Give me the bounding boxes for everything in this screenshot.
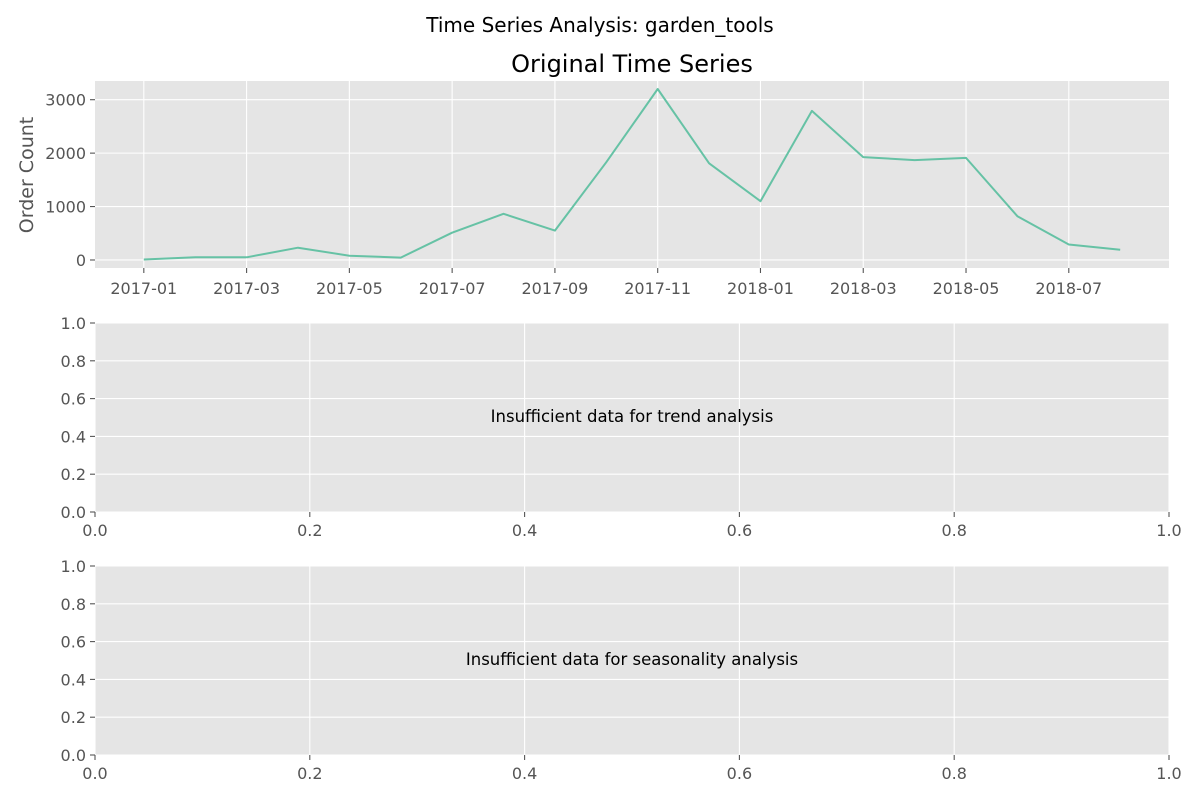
seasonality-ytick-label: 1.0 bbox=[61, 557, 86, 576]
seasonality-ytick-label: 0.0 bbox=[61, 746, 86, 765]
original-series-xtick-label: 2018-03 bbox=[830, 279, 897, 298]
original-series-xtick-label: 2017-05 bbox=[316, 279, 383, 298]
original-series-xtick-label: 2017-01 bbox=[110, 279, 177, 298]
trend-xtick-label: 0.8 bbox=[941, 521, 966, 540]
seasonality-ytick-label: 0.4 bbox=[61, 670, 86, 689]
original-series-ytick-label: 0 bbox=[76, 251, 86, 270]
original-series-line bbox=[143, 88, 1121, 261]
original-series-xtick-label: 2017-03 bbox=[213, 279, 280, 298]
trend-insufficient-message: Insufficient data for trend analysis bbox=[491, 407, 774, 426]
seasonality-panel: Insufficient data for seasonality analys… bbox=[61, 557, 1182, 783]
original-series-xtick-label: 2018-07 bbox=[1035, 279, 1102, 298]
original-series-xtick-label: 2017-07 bbox=[419, 279, 486, 298]
figure-suptitle: Time Series Analysis: garden_tools bbox=[425, 13, 773, 37]
trend-ytick-label: 0.6 bbox=[61, 390, 86, 409]
trend-xtick-label: 0.6 bbox=[727, 521, 752, 540]
seasonality-xtick-label: 0.2 bbox=[297, 764, 322, 783]
trend-xtick-label: 0.4 bbox=[512, 521, 537, 540]
original-series-ylabel: Order Count bbox=[16, 117, 38, 233]
trend-xtick-label: 0.0 bbox=[82, 521, 107, 540]
seasonality-ytick-label: 0.2 bbox=[61, 708, 86, 727]
original-series-title: Original Time Series bbox=[511, 50, 753, 78]
seasonality-xtick-label: 0.0 bbox=[82, 764, 107, 783]
trend-ytick-label: 1.0 bbox=[61, 314, 86, 333]
seasonality-xtick-label: 1.0 bbox=[1156, 764, 1181, 783]
trend-ytick-label: 0.4 bbox=[61, 427, 86, 446]
trend-plot-area bbox=[95, 323, 1169, 512]
trend-xtick-label: 0.2 bbox=[297, 521, 322, 540]
original-series-ytick-label: 3000 bbox=[45, 91, 86, 110]
seasonality-ytick-label: 0.8 bbox=[61, 595, 86, 614]
original-series-xtick-label: 2017-11 bbox=[624, 279, 691, 298]
original-series-ytick-label: 2000 bbox=[45, 144, 86, 163]
original-series-xtick-label: 2017-09 bbox=[521, 279, 588, 298]
seasonality-xtick-label: 0.6 bbox=[727, 764, 752, 783]
seasonality-xtick-label: 0.8 bbox=[941, 764, 966, 783]
trend-ytick-label: 0.8 bbox=[61, 352, 86, 371]
seasonality-plot-area bbox=[95, 566, 1169, 755]
original-series-plot-area bbox=[95, 81, 1169, 268]
original-series-ytick-label: 1000 bbox=[45, 198, 86, 217]
seasonality-xtick-label: 0.4 bbox=[512, 764, 537, 783]
original-series-xtick-label: 2018-01 bbox=[727, 279, 794, 298]
seasonality-ytick-label: 0.6 bbox=[61, 633, 86, 652]
trend-ytick-label: 0.2 bbox=[61, 465, 86, 484]
trend-panel: Insufficient data for trend analysis 0.0… bbox=[61, 314, 1182, 540]
original-series-panel: Original Time Series Order Count 2017-01… bbox=[16, 50, 1169, 298]
original-series-xtick-label: 2018-05 bbox=[933, 279, 1000, 298]
seasonality-insufficient-message: Insufficient data for seasonality analys… bbox=[466, 650, 798, 669]
trend-xtick-label: 1.0 bbox=[1156, 521, 1181, 540]
trend-ytick-label: 0.0 bbox=[61, 503, 86, 522]
